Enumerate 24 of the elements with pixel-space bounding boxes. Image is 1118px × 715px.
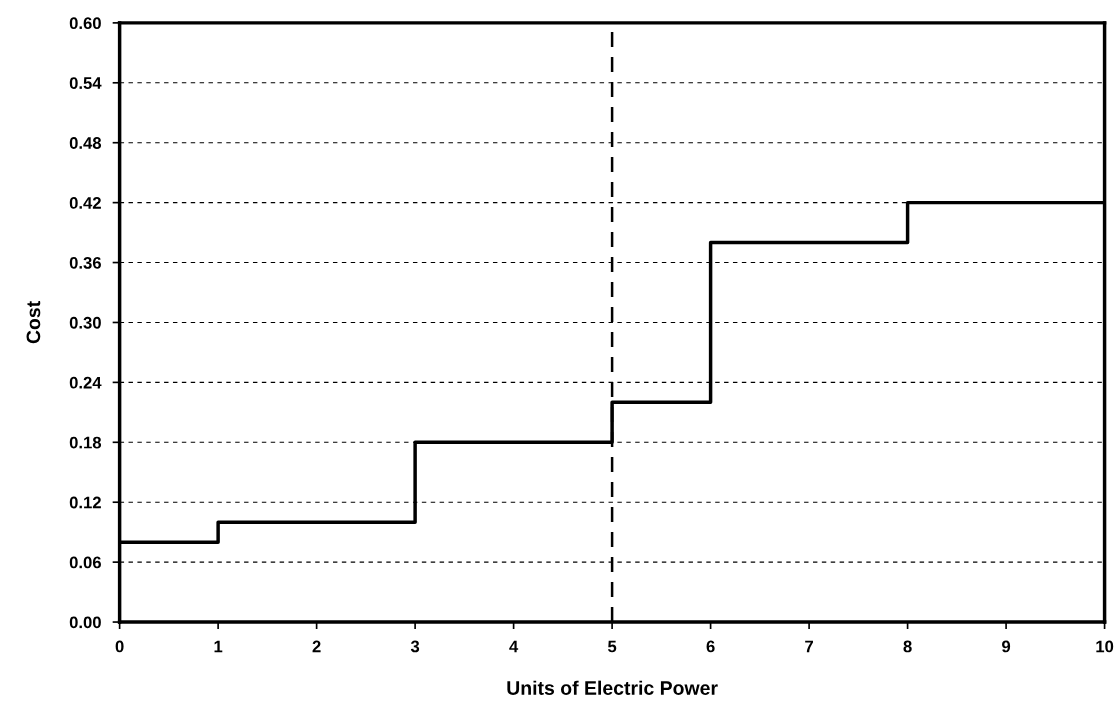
x-tick-label: 3 [410, 640, 420, 653]
x-tick-label: 2 [312, 640, 321, 653]
x-tick-label: 7 [805, 640, 813, 653]
x-tick-label: 1 [214, 640, 223, 653]
x-tick-label: 8 [903, 640, 912, 653]
x-tick-label: 6 [706, 640, 715, 653]
x-tick-label: 4 [509, 640, 519, 653]
y-tick-label: 0.00 [69, 616, 101, 629]
x-tick-label: 10 [1096, 640, 1114, 653]
y-tick-label: 0.60 [69, 17, 101, 30]
y-tick-label: 0.12 [69, 496, 101, 509]
y-tick-label: 0.42 [69, 197, 101, 209]
y-tick-label: 0.48 [69, 137, 102, 149]
y-tick-label: 0.30 [69, 316, 101, 329]
y-tick-label: 0.18 [69, 436, 102, 449]
x-tick-label: 9 [1002, 640, 1011, 653]
y-tick-label: 0.36 [69, 256, 101, 269]
y-tick-label: 0.54 [69, 77, 102, 89]
y-tick-label: 0.06 [69, 556, 101, 569]
y-tick-label: 0.24 [69, 376, 102, 389]
x-tick-label: 0 [115, 640, 124, 653]
y-axis-title: Cost [26, 301, 41, 344]
x-axis-title: Units of Electric Power [507, 680, 718, 695]
x-tick-label: 5 [607, 640, 617, 653]
